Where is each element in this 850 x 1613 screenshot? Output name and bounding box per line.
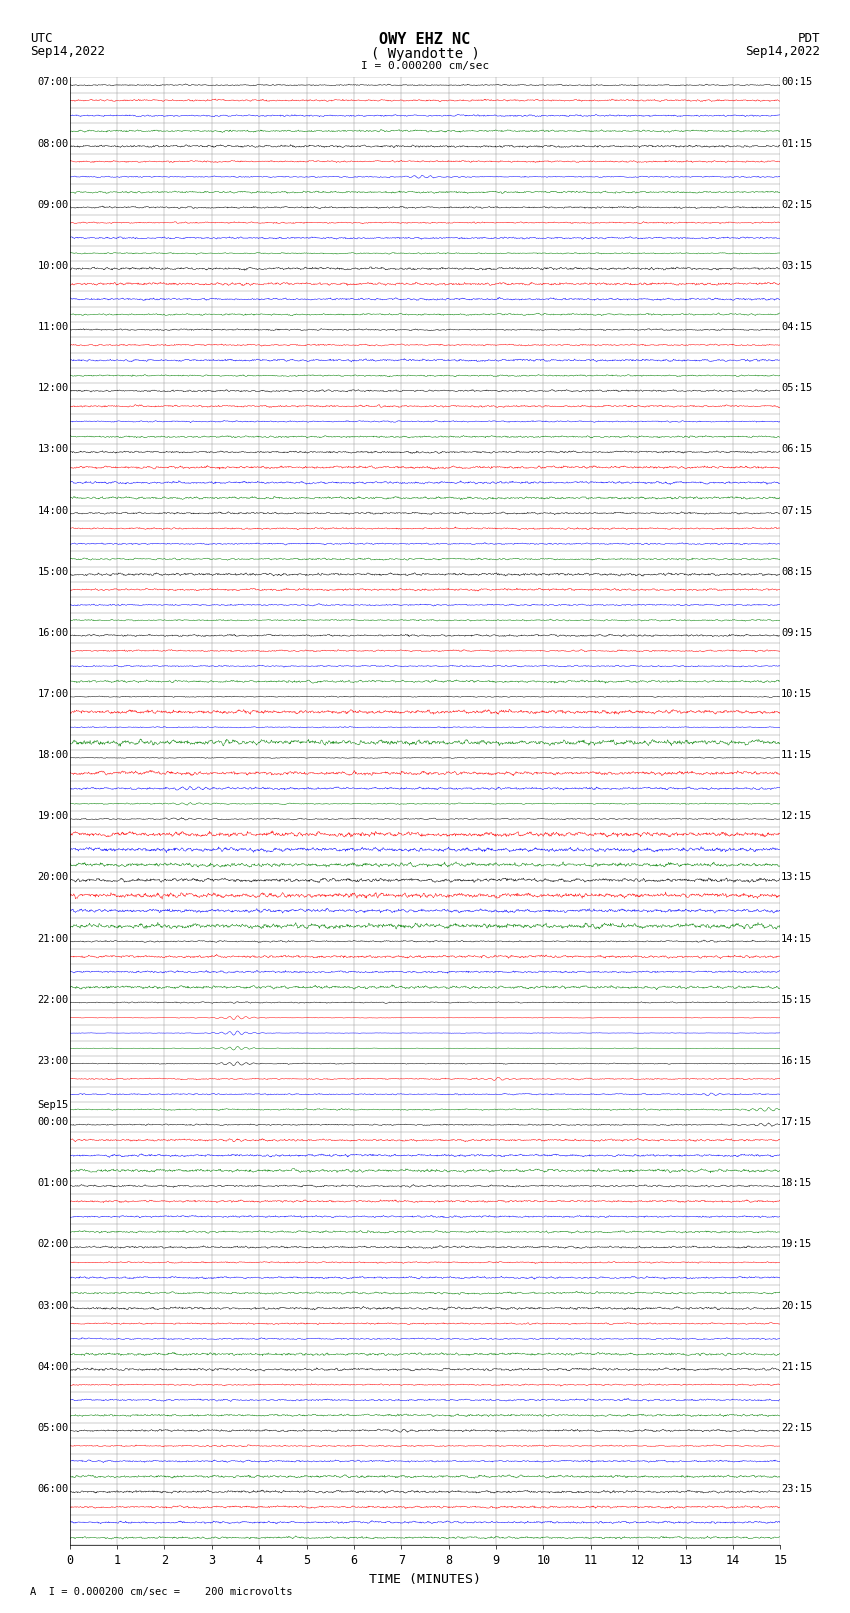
Text: 23:15: 23:15	[781, 1484, 813, 1494]
X-axis label: TIME (MINUTES): TIME (MINUTES)	[369, 1573, 481, 1586]
Text: OWY EHZ NC: OWY EHZ NC	[379, 32, 471, 47]
Text: 11:15: 11:15	[781, 750, 813, 760]
Text: 16:15: 16:15	[781, 1057, 813, 1066]
Text: 05:15: 05:15	[781, 384, 813, 394]
Text: 07:15: 07:15	[781, 505, 813, 516]
Text: 06:15: 06:15	[781, 444, 813, 455]
Text: 08:00: 08:00	[37, 139, 69, 148]
Text: 07:00: 07:00	[37, 77, 69, 87]
Text: 00:15: 00:15	[781, 77, 813, 87]
Text: 00:00: 00:00	[37, 1118, 69, 1127]
Text: 12:00: 12:00	[37, 384, 69, 394]
Text: 04:00: 04:00	[37, 1361, 69, 1371]
Text: 01:15: 01:15	[781, 139, 813, 148]
Text: A  I = 0.000200 cm/sec =    200 microvolts: A I = 0.000200 cm/sec = 200 microvolts	[30, 1587, 292, 1597]
Text: I = 0.000200 cm/sec: I = 0.000200 cm/sec	[361, 61, 489, 71]
Text: 16:00: 16:00	[37, 627, 69, 637]
Text: 03:15: 03:15	[781, 261, 813, 271]
Text: 20:00: 20:00	[37, 873, 69, 882]
Text: 11:00: 11:00	[37, 323, 69, 332]
Text: 04:15: 04:15	[781, 323, 813, 332]
Text: UTC: UTC	[30, 32, 52, 45]
Text: 22:15: 22:15	[781, 1423, 813, 1432]
Text: 15:00: 15:00	[37, 566, 69, 577]
Text: 13:00: 13:00	[37, 444, 69, 455]
Text: 15:15: 15:15	[781, 995, 813, 1005]
Text: 17:15: 17:15	[781, 1118, 813, 1127]
Text: 21:00: 21:00	[37, 934, 69, 944]
Text: Sep15: Sep15	[37, 1100, 69, 1110]
Text: 18:15: 18:15	[781, 1177, 813, 1189]
Text: 19:15: 19:15	[781, 1239, 813, 1250]
Text: 09:15: 09:15	[781, 627, 813, 637]
Text: Sep14,2022: Sep14,2022	[745, 45, 820, 58]
Text: 14:15: 14:15	[781, 934, 813, 944]
Text: 20:15: 20:15	[781, 1300, 813, 1311]
Text: Sep14,2022: Sep14,2022	[30, 45, 105, 58]
Text: 02:15: 02:15	[781, 200, 813, 210]
Text: 17:00: 17:00	[37, 689, 69, 698]
Text: 10:00: 10:00	[37, 261, 69, 271]
Text: 18:00: 18:00	[37, 750, 69, 760]
Text: 05:00: 05:00	[37, 1423, 69, 1432]
Text: 03:00: 03:00	[37, 1300, 69, 1311]
Text: 23:00: 23:00	[37, 1057, 69, 1066]
Text: 08:15: 08:15	[781, 566, 813, 577]
Text: 02:00: 02:00	[37, 1239, 69, 1250]
Text: 01:00: 01:00	[37, 1177, 69, 1189]
Text: 06:00: 06:00	[37, 1484, 69, 1494]
Text: 21:15: 21:15	[781, 1361, 813, 1371]
Text: 12:15: 12:15	[781, 811, 813, 821]
Text: 09:00: 09:00	[37, 200, 69, 210]
Text: 22:00: 22:00	[37, 995, 69, 1005]
Text: 10:15: 10:15	[781, 689, 813, 698]
Text: 14:00: 14:00	[37, 505, 69, 516]
Text: 19:00: 19:00	[37, 811, 69, 821]
Text: PDT: PDT	[798, 32, 820, 45]
Text: 13:15: 13:15	[781, 873, 813, 882]
Text: ( Wyandotte ): ( Wyandotte )	[371, 47, 479, 61]
